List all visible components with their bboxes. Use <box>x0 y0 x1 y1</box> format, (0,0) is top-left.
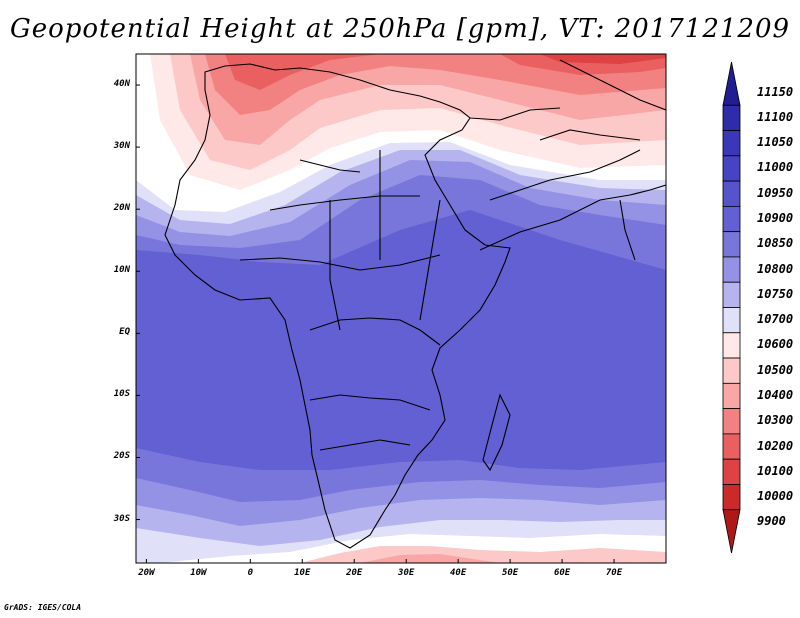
colorbar-label: 10850 <box>757 236 794 251</box>
colorbar-label: 10750 <box>757 286 794 301</box>
lon-tick-label: 0 <box>247 568 254 578</box>
lat-tick-label: 30N <box>113 141 130 152</box>
colorbar-swatch <box>722 357 741 384</box>
colorbar-swatch <box>722 130 741 157</box>
colorbar-label: 10100 <box>757 463 794 478</box>
lon-tick-label: 20E <box>346 568 363 578</box>
colorbar-label: 9900 <box>757 514 786 529</box>
contour-south-10400 <box>360 554 500 563</box>
lon-tick-label: 10E <box>294 568 311 578</box>
colorbar-label: 10300 <box>757 413 794 428</box>
credit-label: GrADS: IGES/COLA <box>4 603 82 612</box>
colorbar <box>722 61 741 554</box>
colorbar-swatch <box>722 332 741 359</box>
colorbar-label: 10500 <box>757 362 794 377</box>
lat-tick-label: 20S <box>113 451 130 462</box>
colorbar-label: 11150 <box>757 84 794 99</box>
colorbar-swatch <box>722 382 741 410</box>
map-title: Geopotential Height at 250hPa [gpm], VT:… <box>9 14 791 44</box>
lon-tick-label: 20W <box>138 568 155 578</box>
lat-tick-label: 10S <box>113 389 130 400</box>
lat-tick-label: 40N <box>113 79 130 90</box>
lon-tick-label: 30E <box>398 568 415 578</box>
colorbar-label: 10200 <box>757 438 794 453</box>
colorbar-swatch <box>722 155 741 182</box>
colorbar-swatch <box>722 104 741 131</box>
colorbar-label: 10000 <box>757 489 794 504</box>
lon-tick-label: 40E <box>450 568 467 578</box>
lon-tick-label: 70E <box>605 568 623 578</box>
plot-frame <box>135 53 667 564</box>
contour-10100 <box>225 54 666 90</box>
colorbar-label: 10600 <box>757 337 794 352</box>
lat-tick-label: 20N <box>113 203 130 214</box>
colorbar-swatch <box>722 408 741 435</box>
colorbar-swatch <box>722 484 741 511</box>
colorbar-label: 11050 <box>757 135 794 150</box>
colorbar-label: 10700 <box>757 312 794 327</box>
lat-tick-label: 30S <box>113 513 130 524</box>
colorbar-swatch <box>722 205 741 233</box>
colorbar-label: 11000 <box>757 160 794 175</box>
colorbar-swatch <box>722 61 741 106</box>
lon-tick-label: 60E <box>553 568 571 578</box>
colorbar-swatch <box>722 509 741 554</box>
coastlines <box>164 59 666 549</box>
colorbar-label: 10800 <box>757 261 794 276</box>
colorbar-label: 11100 <box>757 109 794 124</box>
colorbar-swatch <box>722 307 741 334</box>
colorbar-swatch <box>722 180 741 207</box>
colorbar-label: 10900 <box>757 211 794 226</box>
colorbar-swatch <box>722 231 741 258</box>
colorbar-swatch <box>722 433 741 460</box>
colorbar-swatch <box>722 256 741 283</box>
colorbar-label: 10950 <box>757 185 794 200</box>
colorbar-label: 10400 <box>757 387 794 402</box>
colorbar-swatch <box>722 281 741 308</box>
colorbar-swatch <box>722 458 741 485</box>
lat-tick-label: 10N <box>113 265 130 276</box>
lon-tick-label: 10W <box>190 568 207 578</box>
lat-tick-label: EQ <box>119 327 130 338</box>
lon-tick-label: 50E <box>501 568 519 578</box>
contour-10000 <box>540 54 666 64</box>
